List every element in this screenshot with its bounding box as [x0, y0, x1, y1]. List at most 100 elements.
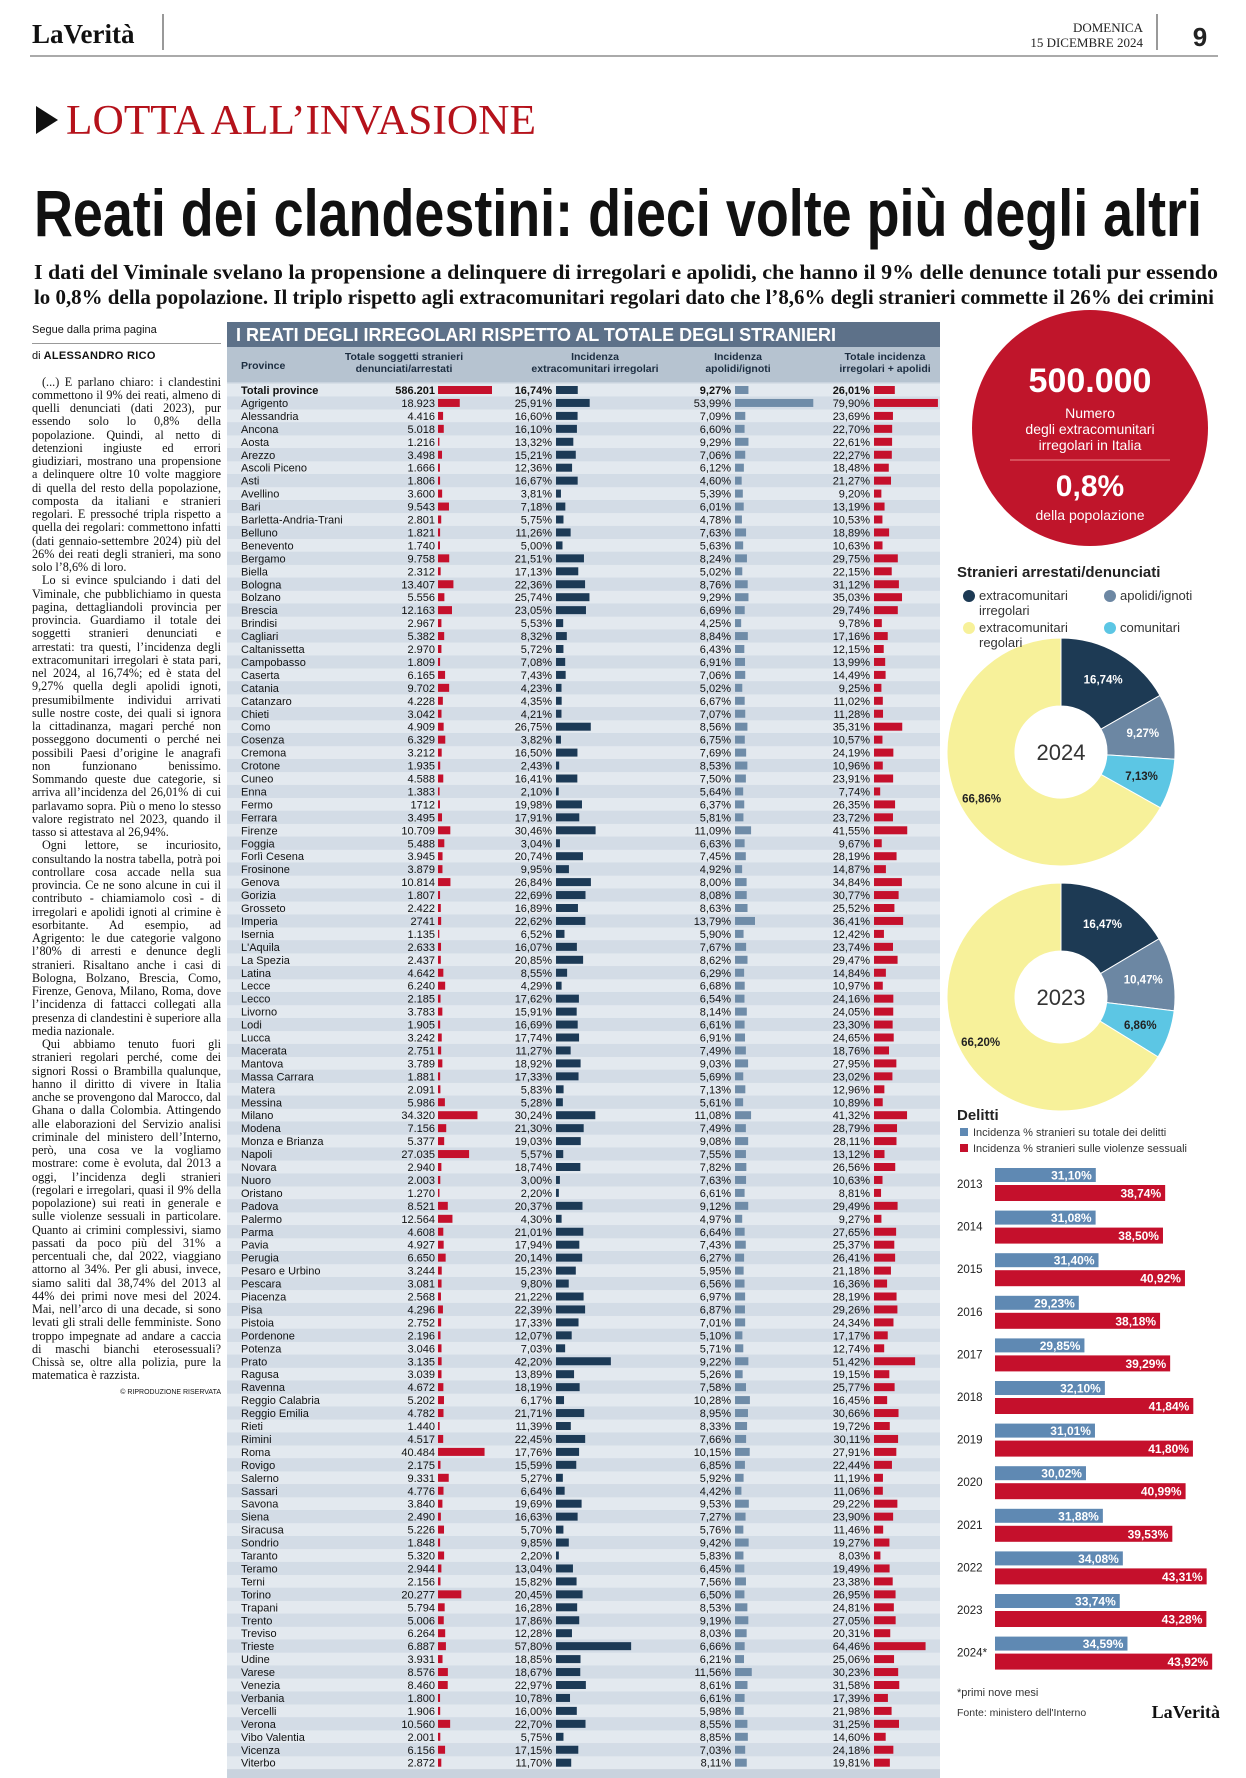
- cell-bar: [874, 1719, 899, 1728]
- slice-label: 16,47%: [1083, 919, 1122, 931]
- cell-bar: [438, 657, 441, 666]
- article: Segue dalla prima pagina di ALESSANDRO RI…: [32, 324, 221, 1774]
- category-label: 2023: [957, 1605, 983, 1617]
- cell-value: 6,63%: [700, 838, 731, 850]
- cell-value: 6,87%: [700, 1304, 731, 1316]
- cell-value: 5.320: [407, 1551, 435, 1563]
- cell-value: 3.945: [407, 851, 435, 863]
- cell-value: 24,65%: [833, 1033, 871, 1045]
- cell-bar: [735, 1668, 752, 1677]
- cell-bar: [735, 567, 743, 576]
- category-label: 2021: [957, 1520, 983, 1532]
- slice-label: 66,86%: [962, 793, 1001, 805]
- cell-bar: [556, 787, 559, 796]
- cell-value: 16,69%: [515, 1020, 553, 1032]
- cell-value: 7,63%: [700, 1175, 731, 1187]
- cell-bar: [874, 463, 889, 472]
- table-row: [227, 1043, 940, 1057]
- cell-bar: [874, 567, 892, 576]
- cell-value: 3,04%: [521, 838, 552, 850]
- cell-bar: [735, 554, 747, 563]
- province: Napoli: [241, 1149, 272, 1161]
- cell-value: 11,26%: [516, 527, 553, 539]
- cell-bar: [735, 968, 745, 977]
- table-row: [227, 1199, 940, 1213]
- donut-slice: [1060, 637, 1161, 730]
- table-row: [227, 1756, 940, 1770]
- cell-bar: [735, 632, 748, 641]
- province: Prato: [241, 1356, 267, 1368]
- province: Cosenza: [241, 735, 285, 747]
- cell-bar: [735, 994, 745, 1003]
- cell-bar: [735, 1422, 748, 1430]
- logo: LaVerità: [32, 19, 135, 49]
- bar-label: 38,18%: [1115, 1314, 1156, 1328]
- cell-bar: [438, 386, 492, 394]
- cell-value: 5,81%: [700, 812, 731, 824]
- table-row: [227, 1160, 940, 1174]
- province: Ferrara: [241, 812, 278, 824]
- cell-value: 6,75%: [700, 735, 731, 747]
- paragraph: Ogni lettore, se incuriosito, consultand…: [32, 838, 221, 1038]
- cell-bar: [735, 619, 742, 628]
- cell-bar: [874, 1603, 894, 1612]
- cell-value: 6,27%: [700, 1253, 731, 1265]
- cell-bar: [556, 1486, 565, 1495]
- cell-value: 6,91%: [700, 657, 731, 669]
- cell-value: 22,69%: [515, 890, 553, 902]
- cell-value: 3,81%: [521, 489, 552, 501]
- cell-bar: [735, 450, 746, 459]
- cell-value: 41,55%: [833, 825, 871, 837]
- table-row: [227, 1523, 940, 1537]
- cell-bar: [556, 1046, 571, 1055]
- bar: [995, 1594, 1120, 1608]
- cell-bar: [438, 839, 445, 848]
- cell-bar: [735, 1706, 744, 1715]
- table-row: [227, 1471, 940, 1485]
- province: Monza e Brianza: [241, 1136, 324, 1148]
- cell-bar: [874, 709, 884, 718]
- cell-value: 2.156: [407, 1576, 435, 1588]
- cell-value: 11,56%: [695, 1667, 732, 1679]
- paragraph: (...) E parlano chiaro: i clandestini co…: [32, 374, 221, 574]
- cell-value: 7,74%: [839, 786, 870, 798]
- cell-bar: [556, 567, 579, 576]
- cell-value: 18,19%: [515, 1382, 553, 1394]
- cell-value: 31,58%: [833, 1680, 871, 1692]
- cell-value: 7,58%: [700, 1382, 731, 1394]
- cell-value: 23,90%: [833, 1512, 871, 1524]
- cell-value: 24,34%: [833, 1317, 871, 1329]
- cell-bar: [438, 1020, 441, 1029]
- column-header: Incidenza: [571, 351, 619, 363]
- cell-bar: [438, 424, 444, 433]
- table-title: I REATI DEGLI IRREGOLARI RISPETTO AL TOT…: [236, 325, 836, 345]
- cell-value: 30,11%: [834, 1434, 871, 1446]
- province: Piacenza: [241, 1292, 287, 1304]
- cell-bar: [874, 554, 898, 563]
- cell-bar: [438, 891, 441, 900]
- cell-value: 22,36%: [515, 579, 553, 591]
- cell-value: 6,68%: [700, 981, 731, 993]
- cell-bar: [438, 1059, 443, 1068]
- cell-bar: [874, 1434, 899, 1443]
- legend-label: Incidenza % stranieri su totale dei deli…: [973, 1127, 1166, 1139]
- cell-value: 23,02%: [833, 1071, 871, 1083]
- cell-value: 6,45%: [700, 1563, 731, 1575]
- province: Ancona: [241, 424, 279, 436]
- cell-value: 21,71%: [515, 1408, 553, 1420]
- table-row: [227, 979, 940, 993]
- province: Rieti: [241, 1421, 263, 1433]
- cell-bar: [874, 1655, 895, 1664]
- cell-bar: [556, 580, 586, 589]
- cell-value: 6,37%: [700, 799, 731, 811]
- bar-label: 33,74%: [1075, 1595, 1116, 1609]
- cell-bar: [874, 1072, 893, 1081]
- cell-bar: [556, 683, 562, 692]
- byline: di ALESSANDRO RICO: [32, 350, 221, 363]
- cell-bar: [556, 1214, 562, 1223]
- cell-value: 3,82%: [521, 735, 552, 747]
- cell-bar: [735, 1072, 744, 1081]
- province: Pesaro e Urbino: [241, 1266, 321, 1278]
- cell-value: 7.156: [407, 1123, 435, 1135]
- cell-value: 3,00%: [521, 1175, 552, 1187]
